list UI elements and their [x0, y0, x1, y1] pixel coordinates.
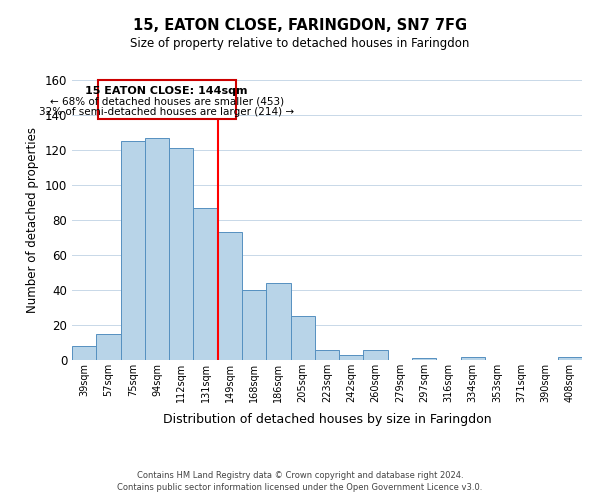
- Bar: [315, 350, 339, 360]
- Text: ← 68% of detached houses are smaller (453): ← 68% of detached houses are smaller (45…: [50, 96, 284, 106]
- Text: 32% of semi-detached houses are larger (214) →: 32% of semi-detached houses are larger (…: [39, 107, 294, 117]
- Bar: [339, 355, 364, 360]
- Bar: [121, 141, 145, 360]
- Bar: [412, 358, 436, 360]
- Bar: [218, 232, 242, 360]
- Bar: [290, 316, 315, 360]
- Bar: [72, 346, 96, 360]
- Bar: [145, 138, 169, 360]
- X-axis label: Distribution of detached houses by size in Faringdon: Distribution of detached houses by size …: [163, 414, 491, 426]
- FancyBboxPatch shape: [97, 80, 236, 118]
- Bar: [242, 290, 266, 360]
- Bar: [169, 148, 193, 360]
- Bar: [193, 208, 218, 360]
- Bar: [461, 356, 485, 360]
- Bar: [266, 283, 290, 360]
- Text: Contains public sector information licensed under the Open Government Licence v3: Contains public sector information licen…: [118, 482, 482, 492]
- Text: 15 EATON CLOSE: 144sqm: 15 EATON CLOSE: 144sqm: [85, 86, 248, 96]
- Text: 15, EATON CLOSE, FARINGDON, SN7 7FG: 15, EATON CLOSE, FARINGDON, SN7 7FG: [133, 18, 467, 32]
- Text: Contains HM Land Registry data © Crown copyright and database right 2024.: Contains HM Land Registry data © Crown c…: [137, 472, 463, 480]
- Bar: [96, 334, 121, 360]
- Bar: [364, 350, 388, 360]
- Bar: [558, 356, 582, 360]
- Y-axis label: Number of detached properties: Number of detached properties: [26, 127, 39, 313]
- Text: Size of property relative to detached houses in Faringdon: Size of property relative to detached ho…: [130, 38, 470, 51]
